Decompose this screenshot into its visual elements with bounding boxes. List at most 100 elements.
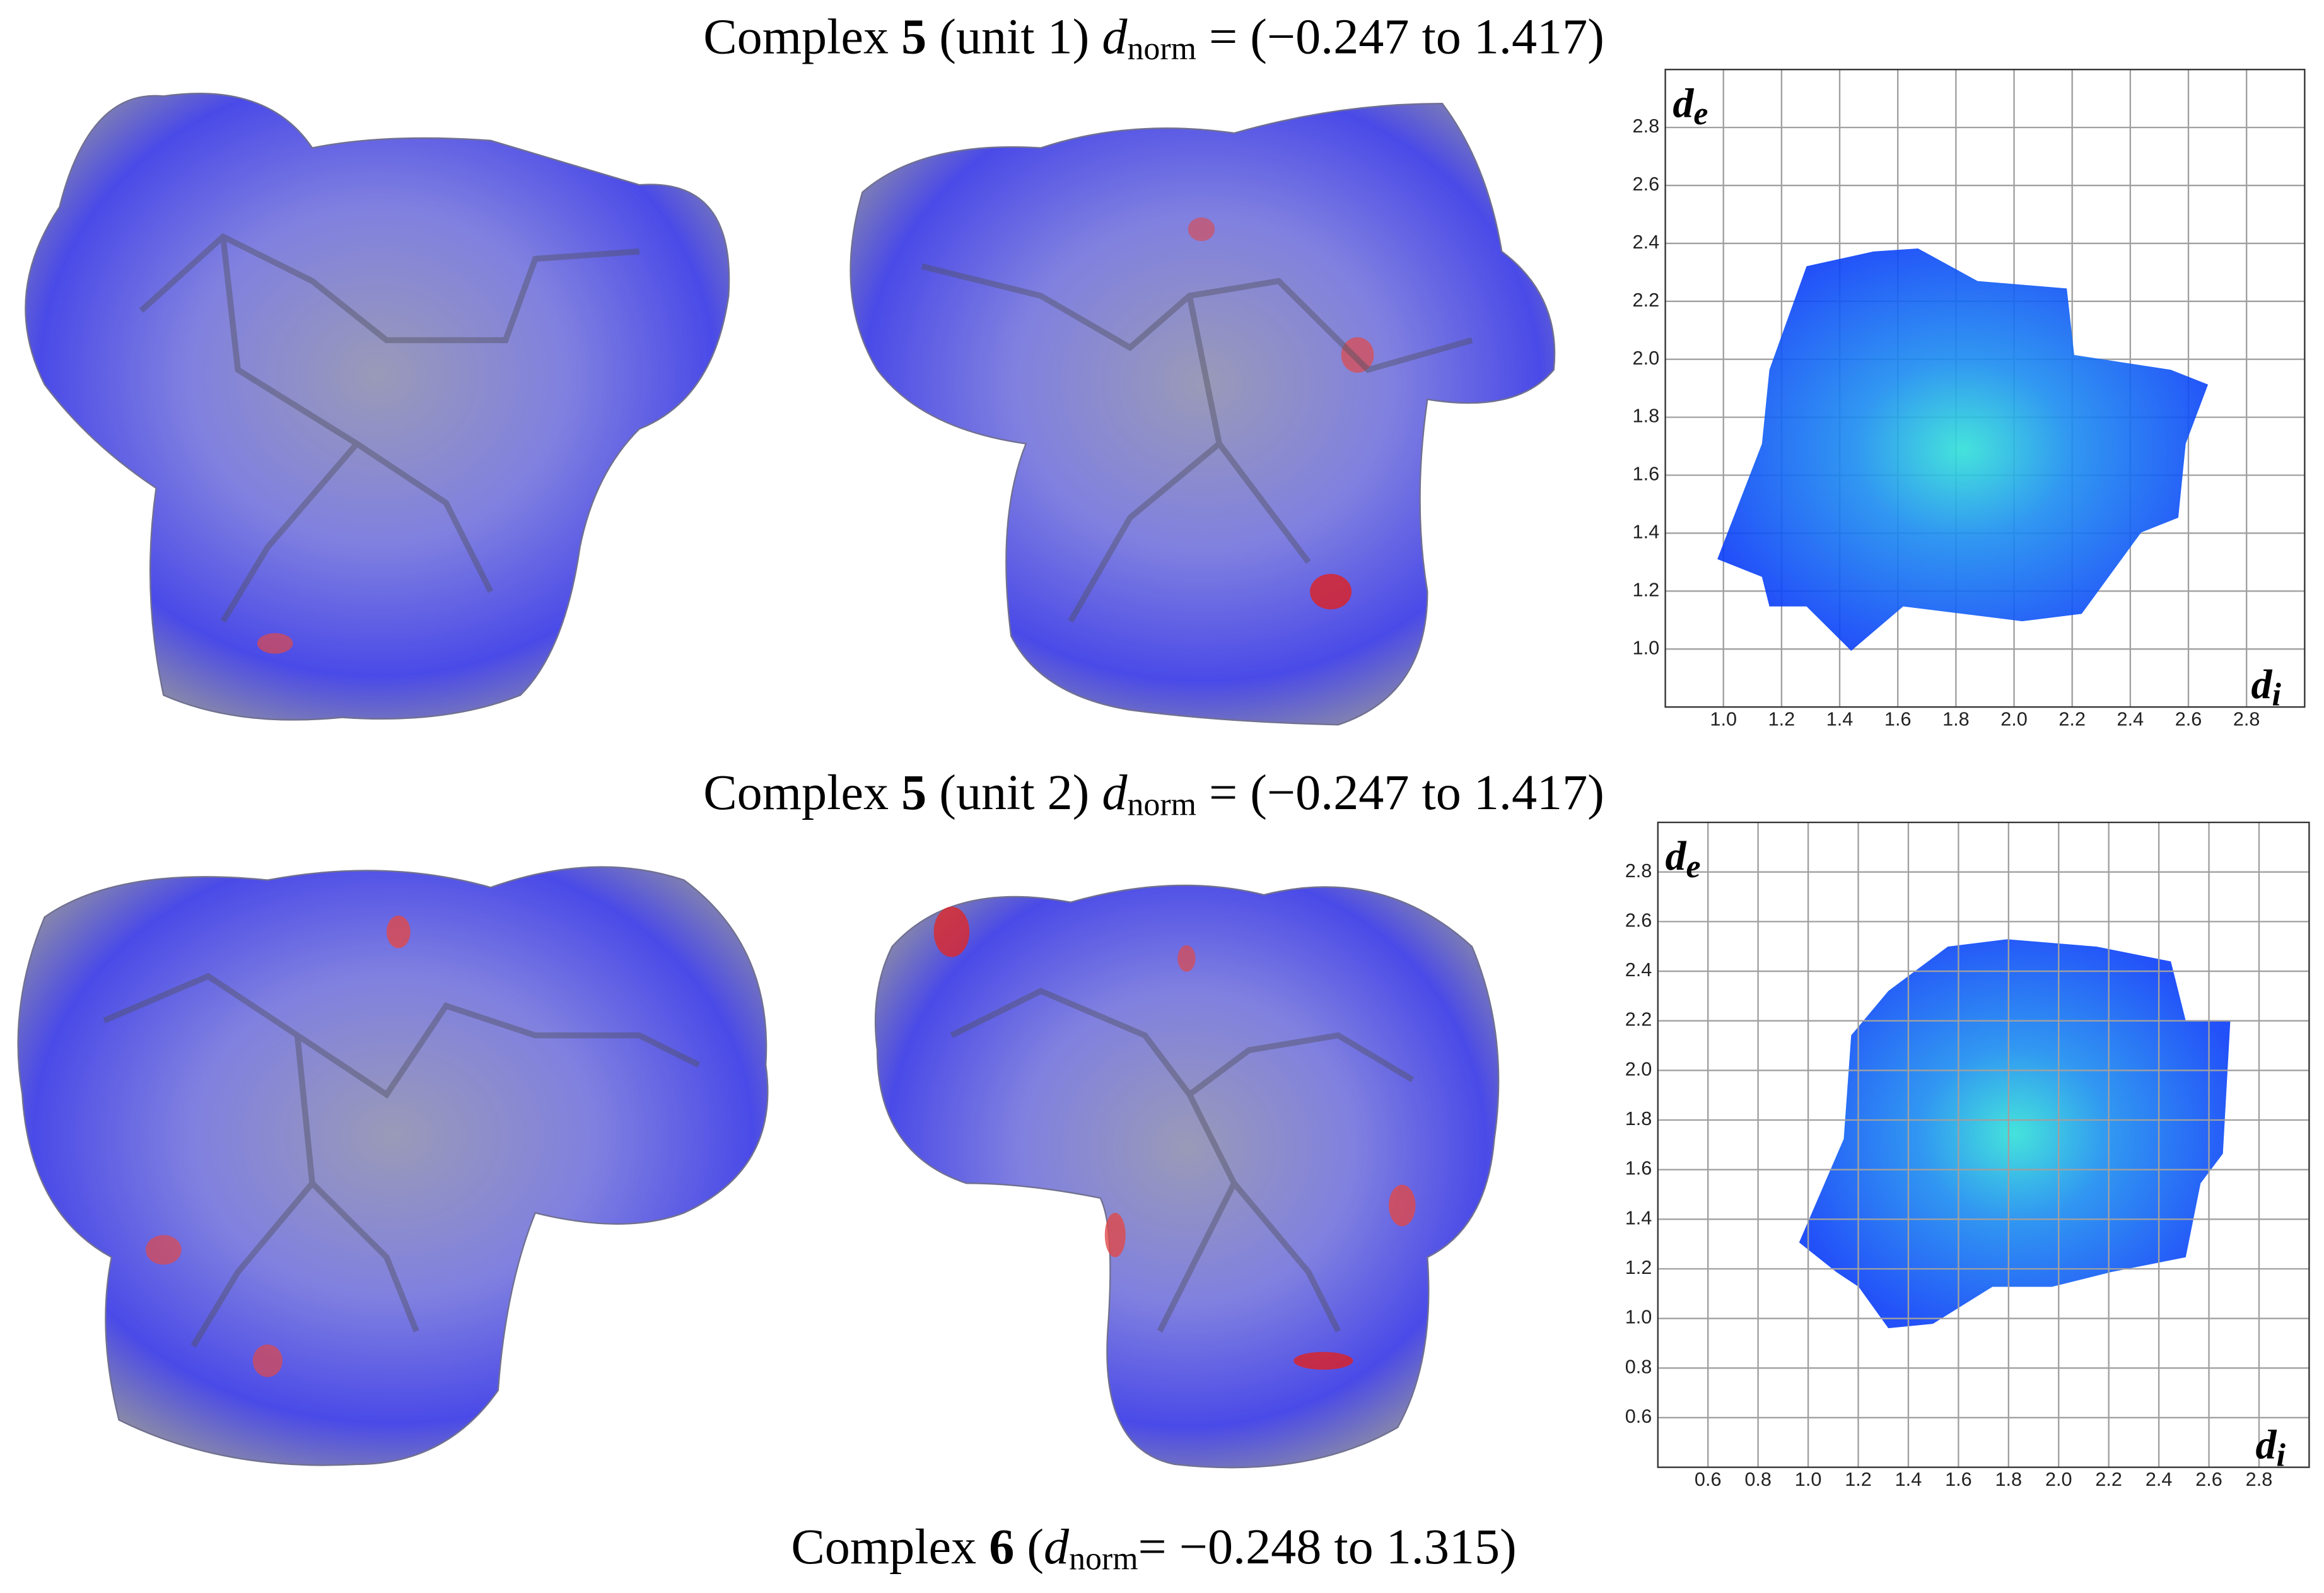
caption-number: 5	[901, 765, 926, 820]
x-axis-label-symbol: d	[2251, 662, 2272, 708]
y-tick-label: 1.4	[1633, 522, 1660, 543]
contact-spot	[933, 906, 970, 957]
caption-symbol: d	[1102, 9, 1128, 65]
y-axis-label: de	[1673, 80, 1708, 132]
y-tick-label: 0.6	[1625, 1406, 1652, 1427]
molecule-skeleton	[921, 263, 1473, 623]
y-tick-label: 1.2	[1633, 579, 1660, 600]
contact-spot	[1293, 1351, 1353, 1370]
y-tick-label: 2.4	[1633, 231, 1660, 253]
surface	[25, 93, 730, 721]
contact-spot	[1310, 574, 1352, 610]
caption-symbol: d	[1102, 765, 1128, 820]
x-axis-label: di	[2256, 1422, 2286, 1474]
plot-frame	[1657, 821, 2310, 1468]
caption-range: = (−0.247 to 1.417)	[1196, 9, 1604, 65]
surface	[850, 103, 1556, 726]
x-tick-label: 2.0	[2045, 1469, 2072, 1490]
y-axis-label: de	[1666, 833, 1701, 885]
contact-spot	[386, 915, 411, 948]
x-tick-label: 1.8	[1942, 708, 1970, 730]
x-tick-label: 2.4	[2146, 1469, 2173, 1490]
x-tick-label: 1.2	[1768, 708, 1796, 730]
surface	[17, 866, 769, 1466]
fingerprint-cloud	[1717, 248, 2209, 651]
x-tick-label: 2.6	[2195, 1469, 2222, 1490]
x-tick-label: 2.0	[2000, 708, 2028, 730]
x-tick-label: 1.4	[1895, 1469, 1922, 1490]
caption-text: (unit 2)	[926, 765, 1102, 820]
caption-text: Complex	[703, 9, 901, 65]
x-tick-label: 1.4	[1826, 708, 1854, 730]
caption: Complex 5 (unit 2) dnorm = (−0.247 to 1.…	[703, 765, 1604, 822]
contact-spot	[1389, 1184, 1416, 1227]
y-axis-label-subscript: e	[1686, 849, 1701, 885]
caption-text: (	[1014, 1519, 1044, 1575]
caption-range: = −0.248 to 1.315)	[1138, 1519, 1517, 1575]
surface-shape	[874, 884, 1500, 1469]
surface-shape	[17, 866, 769, 1466]
caption-subscript: norm	[1127, 31, 1196, 67]
y-tick-label: 2.4	[1625, 959, 1652, 981]
y-tick-label: 2.6	[1625, 909, 1652, 931]
y-tick-label: 2.2	[1633, 289, 1660, 311]
molecule-skeleton	[103, 972, 701, 1348]
x-tick-label: 2.8	[2233, 708, 2260, 730]
molecule-skeleton	[139, 233, 640, 623]
x-tick-label: 1.0	[1795, 1469, 1822, 1490]
contact-spot	[1104, 1213, 1126, 1257]
caption-text: Complex	[791, 1519, 989, 1575]
x-tick-label: 2.4	[2117, 708, 2144, 730]
y-tick-label: 2.8	[1633, 115, 1660, 137]
x-tick-label: 0.8	[1744, 1469, 1772, 1490]
contact-spot	[1341, 337, 1374, 373]
x-tick-label: 1.6	[1884, 708, 1912, 730]
surface	[874, 884, 1500, 1469]
x-axis-label-symbol: d	[2256, 1422, 2277, 1468]
x-tick-label: 2.2	[2058, 708, 2086, 730]
caption: Complex 6 (dnorm= −0.248 to 1.315)	[791, 1519, 1516, 1577]
contact-spot	[1188, 217, 1215, 242]
molecule-skeleton	[950, 988, 1415, 1333]
caption-symbol: d	[1044, 1519, 1070, 1575]
caption-number: 5	[901, 9, 926, 65]
contact-spot	[146, 1235, 182, 1265]
plot-frame	[1664, 69, 2306, 708]
contact-spot	[252, 1344, 283, 1377]
fingerprint-plot: 0.6 0.8 1.0 1.2 1.4 1.6 1.8 2.0 2.2 2.4 2.6 2.8 0.6 0…	[1625, 821, 2310, 1490]
caption-text: (unit 1)	[926, 9, 1102, 65]
y-tick-label: 1.0	[1625, 1307, 1652, 1328]
caption-range: = (−0.247 to 1.417)	[1196, 765, 1604, 820]
y-tick-label: 1.6	[1625, 1158, 1652, 1179]
x-axis-label-subscript: i	[2272, 677, 2281, 713]
y-tick-label: 2.0	[1625, 1058, 1652, 1080]
x-axis-label: di	[2251, 662, 2281, 713]
y-tick-label: 1.8	[1633, 406, 1660, 427]
y-tick-label: 1.6	[1633, 464, 1660, 485]
x-tick-label: 1.8	[1995, 1469, 2023, 1490]
y-tick-label: 2.6	[1633, 173, 1660, 195]
x-axis-label-subscript: i	[2277, 1437, 2286, 1473]
fingerprint-cloud	[1799, 939, 2231, 1329]
x-tick-label: 2.8	[2246, 1469, 2273, 1490]
contact-spot	[1177, 945, 1196, 972]
y-tick-label: 2.8	[1625, 860, 1652, 882]
caption-subscript: norm	[1069, 1541, 1138, 1577]
x-tick-label: 1.6	[1945, 1469, 1972, 1490]
y-axis-label-symbol: d	[1666, 833, 1687, 879]
caption-number: 6	[989, 1519, 1014, 1575]
y-tick-label: 0.8	[1625, 1356, 1652, 1377]
caption: Complex 5 (unit 1) dnorm = (−0.247 to 1.…	[703, 9, 1604, 67]
surface-shape	[25, 93, 730, 721]
x-tick-label: 2.6	[2175, 708, 2202, 730]
y-tick-label: 2.0	[1633, 347, 1660, 369]
caption-subscript: norm	[1127, 786, 1196, 822]
surface-shape	[850, 103, 1556, 726]
x-tick-label: 0.6	[1695, 1469, 1722, 1490]
x-tick-label: 2.2	[2095, 1469, 2122, 1490]
y-tick-label: 2.2	[1625, 1009, 1652, 1030]
y-tick-label: 1.4	[1625, 1207, 1652, 1228]
y-axis-label-symbol: d	[1673, 80, 1694, 126]
x-tick-label: 1.0	[1710, 708, 1737, 730]
